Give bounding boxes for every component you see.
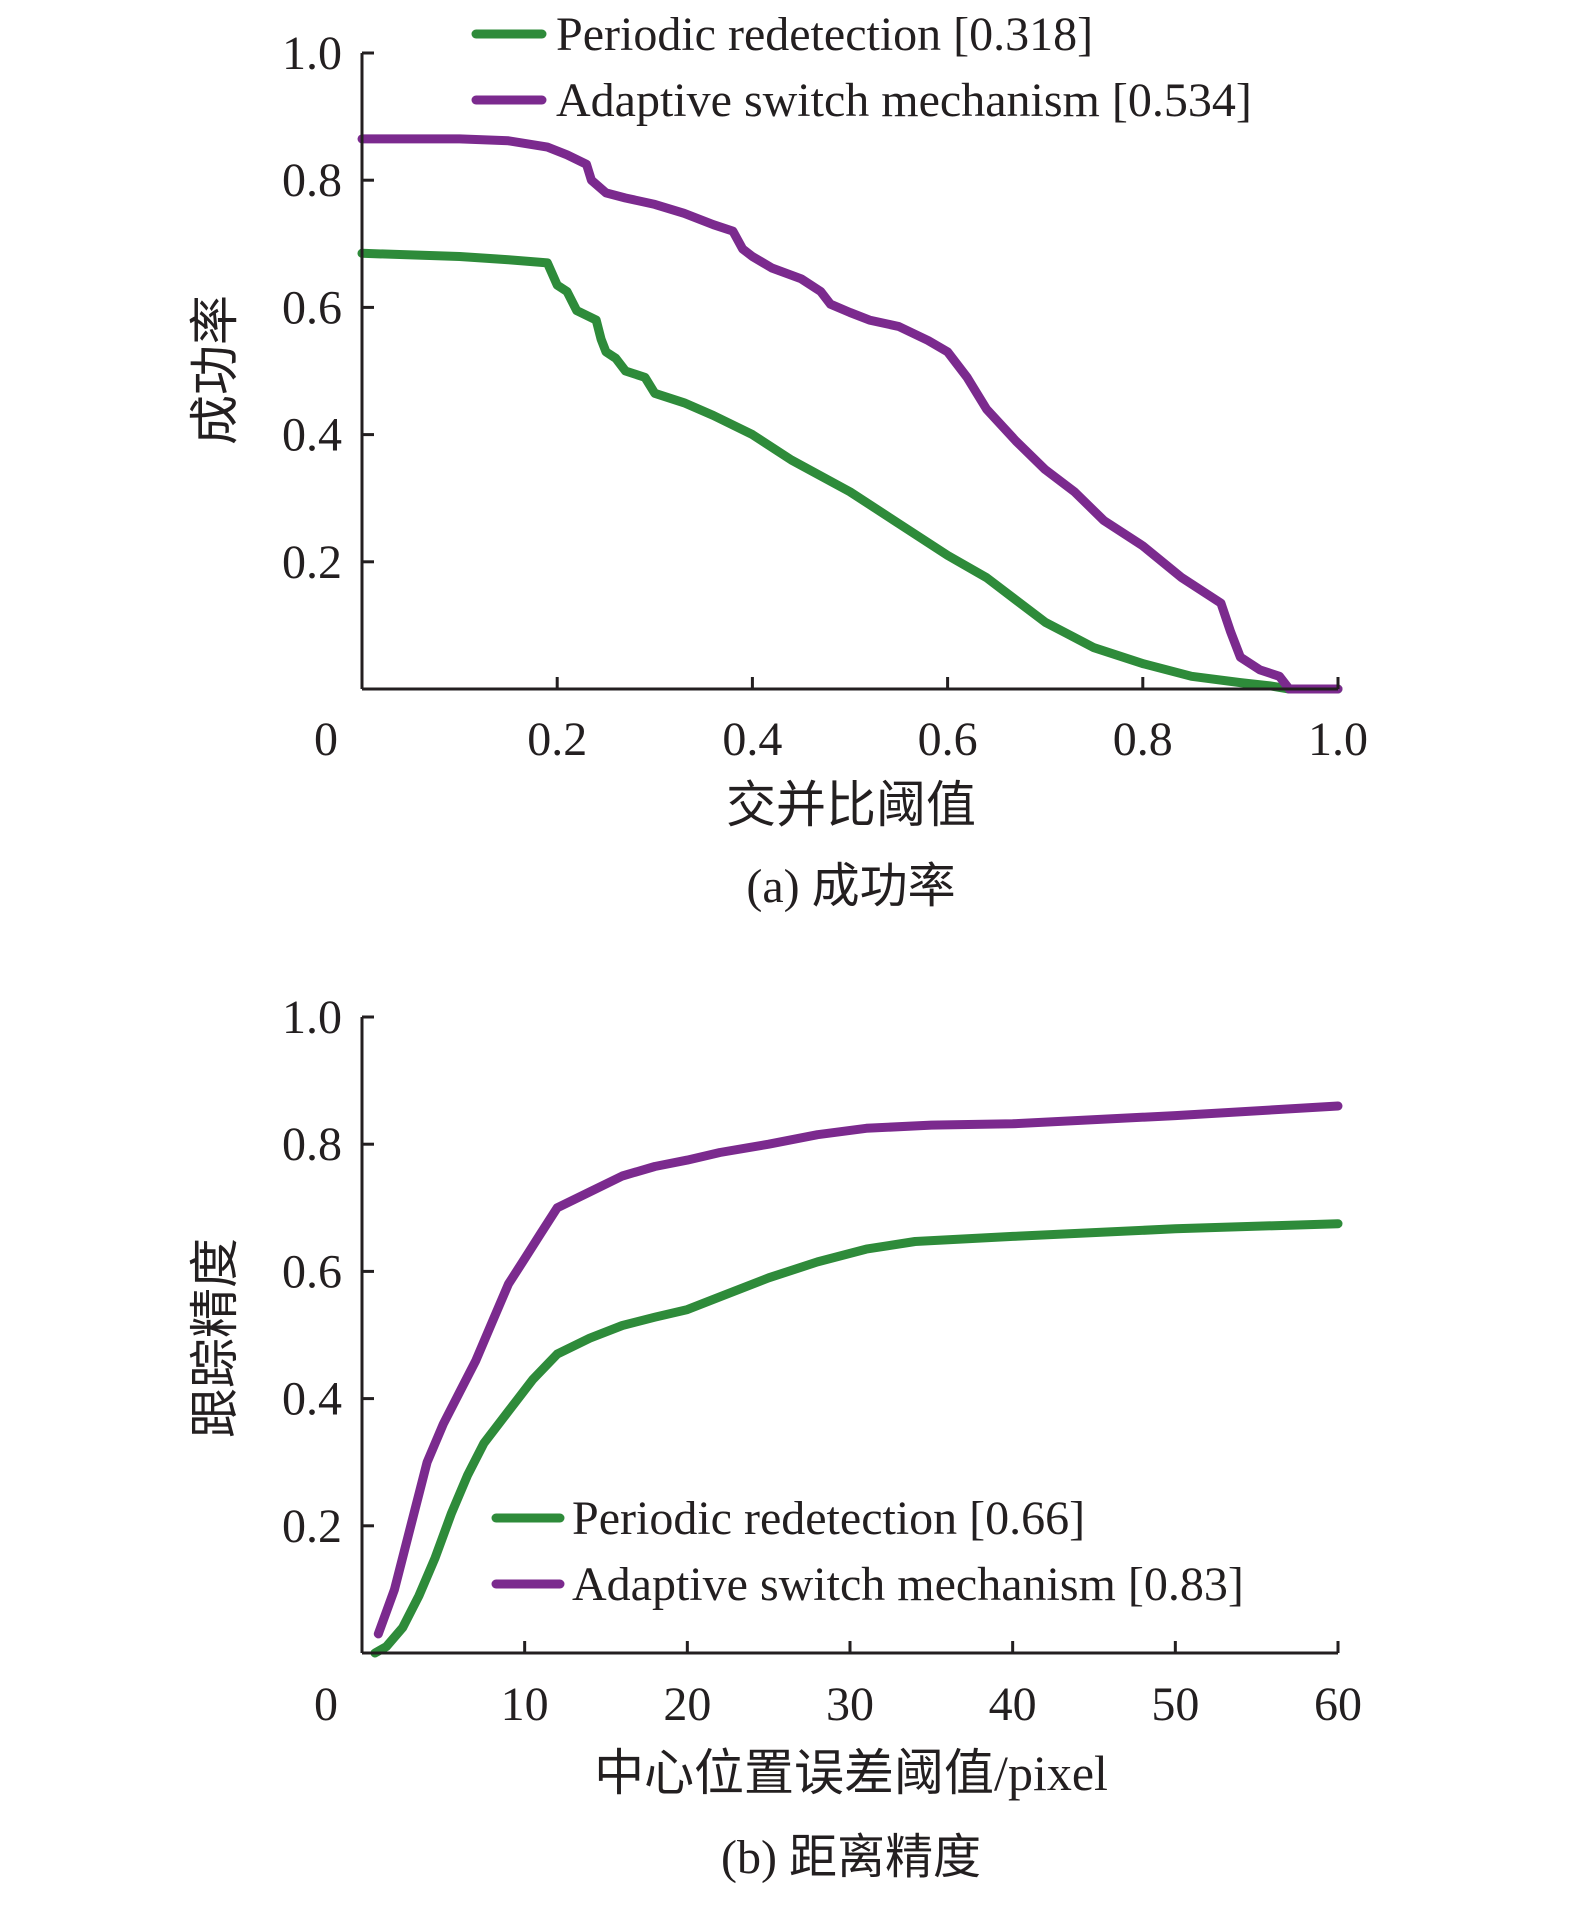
y-tick-label: 0.6 bbox=[282, 1245, 342, 1298]
x-tick-label: 20 bbox=[663, 1678, 711, 1731]
y-tick-label: 0.6 bbox=[282, 281, 342, 334]
x-tick-label: 10 bbox=[501, 1678, 549, 1731]
x-tick-label: 0.2 bbox=[527, 713, 587, 766]
y-tick-label: 0.8 bbox=[282, 154, 342, 207]
chart-b-legend: Periodic redetection [0.66] Adaptive swi… bbox=[491, 1492, 1244, 1611]
chart-success-rate: 0 0.2 0.4 0.6 0.8 1.0 0.2 0.4 0.6 0.8 1.0 成功率 交并比阈… bbox=[187, 8, 1368, 913]
x-tick-label: 0.6 bbox=[918, 713, 978, 766]
chart-a-ylabel: 成功率 bbox=[187, 295, 243, 445]
y-tick-label: 0.2 bbox=[282, 536, 342, 589]
chart-a-xlabel: 交并比阈值 bbox=[726, 777, 976, 833]
y-tick-label: 0.2 bbox=[282, 1500, 342, 1553]
x-tick-label: 30 bbox=[826, 1678, 874, 1731]
y-tick-label: 1.0 bbox=[282, 27, 342, 80]
x-tick-label: 0 bbox=[314, 713, 338, 766]
chart-b-caption: (b) 距离精度 bbox=[721, 1831, 981, 1884]
series-line-periodic bbox=[357, 248, 1343, 694]
x-tick-label: 60 bbox=[1314, 1678, 1362, 1731]
y-tick-label: 0.8 bbox=[282, 1118, 342, 1171]
x-tick-label: 40 bbox=[989, 1678, 1037, 1731]
x-tick-label: 50 bbox=[1151, 1678, 1199, 1731]
chart-b-ylabel: 跟踪精度 bbox=[187, 1238, 243, 1438]
chart-b-xlabel: 中心位置误差阈值/pixel bbox=[594, 1745, 1108, 1801]
chart-a-ticks: 0 0.2 0.4 0.6 0.8 1.0 0.2 0.4 0.6 0.8 1.0 bbox=[282, 27, 1368, 766]
chart-b-series-lines bbox=[370, 1101, 1343, 1658]
chart-b-ticks: 0 10 20 30 40 50 60 0.2 0.4 0.6 0.8 1.0 bbox=[282, 991, 1362, 1731]
chart-distance-precision: 0 10 20 30 40 50 60 0.2 0.4 0.6 0.8 1.0 跟踪精度 中心位置误差… bbox=[187, 991, 1362, 1884]
y-tick-label: 0.4 bbox=[282, 1373, 342, 1426]
legend-label-periodic: Periodic redetection [0.318] bbox=[556, 8, 1093, 61]
series-line-adaptive bbox=[373, 1101, 1343, 1639]
chart-a-legend: Periodic redetection [0.318] Adaptive sw… bbox=[471, 8, 1252, 127]
legend-label-periodic: Periodic redetection [0.66] bbox=[572, 1492, 1085, 1545]
y-tick-label: 0.4 bbox=[282, 409, 342, 462]
series-line-periodic bbox=[370, 1219, 1343, 1658]
legend-label-adaptive: Adaptive switch mechanism [0.83] bbox=[572, 1558, 1244, 1611]
x-tick-label: 0 bbox=[314, 1678, 338, 1731]
legend-label-adaptive: Adaptive switch mechanism [0.534] bbox=[556, 74, 1252, 127]
x-tick-label: 1.0 bbox=[1308, 713, 1368, 766]
x-tick-label: 0.4 bbox=[722, 713, 782, 766]
chart-a-caption: (a) 成功率 bbox=[746, 860, 955, 913]
chart-a-series-lines bbox=[357, 134, 1343, 694]
x-tick-label: 0.8 bbox=[1113, 713, 1173, 766]
y-tick-label: 1.0 bbox=[282, 991, 342, 1044]
chart-a-axes bbox=[360, 53, 1338, 691]
series-line-adaptive bbox=[357, 134, 1343, 694]
